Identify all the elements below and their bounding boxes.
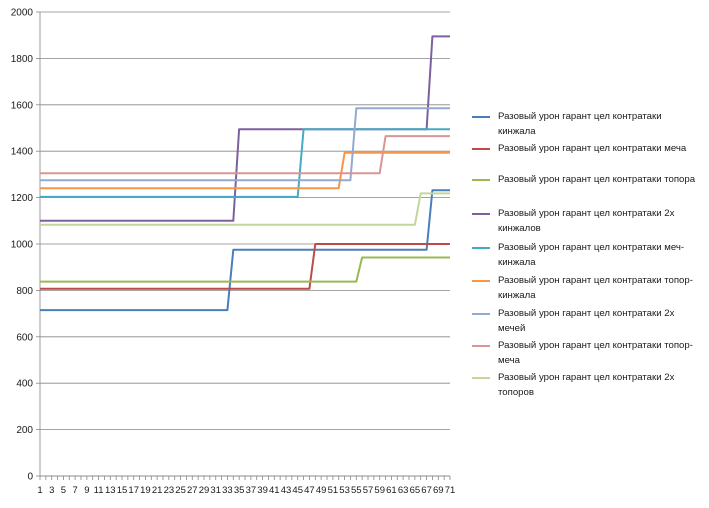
- y-tick-label: 0: [27, 472, 33, 483]
- y-tick-label: 1800: [11, 54, 34, 65]
- y-tick-label: 800: [16, 286, 33, 297]
- legend-item-7: Разовый урон гарант цел контратаки 2х ме…: [472, 306, 698, 336]
- legend-item-6: Разовый урон гарант цел контратаки топор…: [472, 273, 698, 303]
- x-tick-label: 61: [386, 485, 397, 496]
- x-tick-label: 65: [410, 485, 421, 496]
- legend-label: Разовый урон гарант цел контратаки топор…: [498, 275, 693, 301]
- legend-label: Разовый урон гарант цел контратаки топор…: [498, 340, 693, 366]
- legend-item-4: Разовый урон гарант цел контратаки 2х ки…: [472, 206, 698, 236]
- y-tick-label: 200: [16, 425, 33, 436]
- legend-swatch: [472, 179, 490, 181]
- legend-label: Разовый урон гарант цел контратаки 2х то…: [498, 372, 675, 398]
- x-tick-label: 59: [374, 485, 385, 496]
- y-tick-label: 2000: [11, 8, 34, 19]
- legend-label: Разовый урон гарант цел контратаки меч-к…: [498, 242, 685, 268]
- x-tick-label: 37: [246, 485, 257, 496]
- x-tick-label: 5: [61, 485, 66, 496]
- x-tick-label: 25: [175, 485, 186, 496]
- legend-item-2: Разовый урон гарант цел контратаки меча: [472, 141, 698, 156]
- y-tick-label: 1200: [11, 193, 34, 204]
- legend-item-1: Разовый урон гарант цел контратаки кинжа…: [472, 109, 698, 139]
- x-tick-label: 9: [84, 485, 89, 496]
- x-tick-label: 43: [281, 485, 292, 496]
- x-tick-label: 1: [37, 485, 42, 496]
- x-tick-label: 45: [292, 485, 303, 496]
- x-tick-label: 7: [72, 485, 77, 496]
- legend-label: Разовый урон гарант цел контратаки 2х ме…: [498, 308, 675, 334]
- x-tick-label: 63: [398, 485, 409, 496]
- x-tick-label: 41: [269, 485, 280, 496]
- legend-swatch: [472, 116, 490, 118]
- series-line-3: [40, 256, 450, 283]
- y-tick-label: 1600: [11, 100, 34, 111]
- legend-swatch: [472, 313, 490, 315]
- y-tick-label: 1400: [11, 147, 34, 158]
- legend-swatch: [472, 213, 490, 215]
- x-tick-label: 55: [351, 485, 362, 496]
- x-tick-label: 53: [339, 485, 350, 496]
- x-tick-label: 21: [152, 485, 163, 496]
- legend-item-9: Разовый урон гарант цел контратаки 2х то…: [472, 370, 698, 400]
- x-axis: 1 3 5 7 9 11 13 15 17 19 21 23 25 27 29 31 33 35 37 39 41 43 4…: [37, 475, 456, 496]
- legend-swatch: [472, 247, 490, 249]
- x-tick-label: 51: [328, 485, 339, 496]
- x-tick-label: 67: [421, 485, 432, 496]
- series-line-9: [40, 192, 450, 226]
- legend-item-3: Разовый урон гарант цел контратаки топор…: [472, 172, 698, 187]
- x-tick-label: 49: [316, 485, 327, 496]
- y-tick-label: 400: [16, 379, 33, 390]
- x-tick-label: 35: [234, 485, 245, 496]
- series-line-7: [40, 107, 450, 182]
- legend-label: Разовый урон гарант цел контратаки меча: [498, 143, 687, 154]
- legend-label: Разовый урон гарант цел контратаки 2х ки…: [498, 208, 675, 234]
- legend-swatch: [472, 345, 490, 347]
- y-axis: 0 200 400 600 800 1000 1200 1400 1600 1800 2000: [11, 8, 41, 483]
- x-tick-label: 57: [363, 485, 374, 496]
- x-tick-label: 23: [164, 485, 175, 496]
- series-line-6: [40, 151, 450, 190]
- x-tick-label: 47: [304, 485, 315, 496]
- legend-item-5: Разовый урон гарант цел контратаки меч-к…: [472, 240, 698, 270]
- x-tick-label: 33: [222, 485, 233, 496]
- legend-swatch: [472, 280, 490, 282]
- x-tick-label: 19: [140, 485, 151, 496]
- series-lines: [40, 35, 450, 312]
- legend-item-8: Разовый урон гарант цел контратаки топор…: [472, 338, 698, 368]
- x-tick-label: 31: [210, 485, 221, 496]
- legend-label: Разовый урон гарант цел контратаки кинжа…: [498, 111, 662, 137]
- series-line-1: [40, 189, 450, 312]
- x-tick-label: 71: [445, 485, 456, 496]
- series-line-5: [40, 128, 450, 198]
- x-tick-label: 11: [94, 485, 104, 496]
- x-tick-label: 29: [199, 485, 210, 496]
- x-tick-label: 17: [128, 485, 139, 496]
- x-tick-label: 13: [105, 485, 116, 496]
- legend-swatch: [472, 377, 490, 379]
- x-tick-label: 69: [433, 485, 444, 496]
- legend-swatch: [472, 148, 490, 150]
- x-tick-label: 3: [49, 485, 54, 496]
- legend-label: Разовый урон гарант цел контратаки топор…: [498, 174, 696, 185]
- series-line-2: [40, 243, 450, 290]
- x-tick-label: 15: [117, 485, 128, 496]
- x-tick-label: 27: [187, 485, 198, 496]
- x-tick-label: 39: [257, 485, 268, 496]
- series-line-8: [40, 135, 450, 175]
- y-tick-label: 600: [16, 332, 33, 343]
- y-tick-label: 1000: [11, 240, 34, 251]
